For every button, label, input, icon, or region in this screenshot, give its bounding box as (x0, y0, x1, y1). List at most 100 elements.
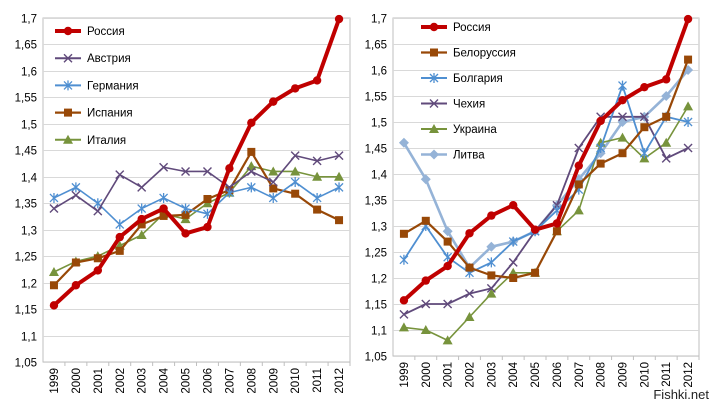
legend-label: Болгария (453, 73, 503, 85)
x-tick-label: 2000 (421, 362, 433, 388)
x-tick-label: 2007 (574, 362, 586, 388)
y-tick-label: 1,25 (15, 252, 37, 264)
y-tick-label: 1,4 (371, 170, 388, 182)
data-point (115, 219, 125, 230)
y-tick-label: 1,6 (21, 67, 37, 79)
data-point (49, 192, 59, 203)
data-point (617, 132, 628, 142)
watermark-text: Fishki.net (653, 387, 709, 402)
data-point (246, 161, 257, 171)
data-point (574, 161, 583, 170)
data-point (552, 219, 562, 228)
y-tick-label: 1,3 (21, 226, 37, 238)
data-point (487, 211, 496, 220)
data-point (313, 205, 322, 214)
x-tick-label: 2010 (639, 362, 651, 388)
data-point (290, 84, 300, 93)
y-tick-label: 1,55 (15, 93, 37, 105)
data-point (443, 261, 452, 271)
data-point (159, 162, 169, 172)
x-tick-label: 2003 (137, 368, 149, 394)
x-tick-label: 2006 (202, 368, 214, 394)
data-point (93, 254, 102, 263)
data-point (159, 211, 168, 220)
data-point (137, 220, 146, 229)
data-point (398, 322, 409, 332)
x-tick-label: 2000 (71, 368, 83, 394)
data-point (640, 82, 649, 92)
data-point (596, 159, 605, 168)
data-point (508, 236, 518, 247)
series-line (403, 115, 689, 316)
data-point (573, 205, 584, 215)
x-tick-label: 2001 (443, 362, 455, 388)
left-line-chart: 1,05 1,1 1,15 1,2 1,25 1,3 1,35 1,4 1,45 1,5 1,55 1… (15, 14, 351, 394)
y-tick-label: 1,2 (21, 279, 37, 291)
data-point (508, 257, 518, 267)
y-tick-label: 1,3 (371, 222, 387, 234)
data-point (531, 268, 540, 277)
data-point (661, 153, 671, 163)
y-tick-label: 1,5 (21, 120, 37, 132)
data-point (335, 216, 344, 225)
data-point (312, 156, 322, 166)
x-tick-label: 2011 (661, 362, 673, 387)
legend: Россия Австрия Германия Испания Италия (55, 26, 139, 147)
x-tick-label: 1999 (399, 362, 411, 388)
data-point (334, 182, 344, 193)
data-point (640, 123, 649, 132)
legend-marker (429, 99, 439, 108)
data-point (509, 274, 518, 282)
legend-marker (429, 73, 439, 83)
x-tick-label: 2007 (224, 368, 236, 394)
data-point (486, 241, 497, 252)
data-point (115, 246, 124, 255)
x-tick-label: 2010 (290, 368, 302, 394)
data-point (49, 204, 59, 214)
data-point (181, 229, 190, 238)
data-point (334, 14, 344, 24)
data-point (312, 76, 322, 85)
legend: Россия Белоруссия Болгария Чехия Украина Литв… (421, 22, 516, 162)
legend-label: Австрия (87, 53, 131, 65)
data-point (618, 95, 627, 105)
legend-label: Германия (87, 80, 139, 92)
data-point (203, 194, 212, 203)
data-point (683, 143, 693, 153)
data-point (399, 229, 408, 238)
data-point (268, 166, 279, 176)
right-line-chart: 1,05 1,1 1,15 1,2 1,25 1,3 1,35 1,4 1,45 1,5 1,55 1… (365, 14, 700, 388)
x-tick-label: 2006 (552, 362, 564, 388)
legend-marker (63, 26, 73, 36)
y-tick-label: 1,1 (371, 326, 387, 338)
data-point (443, 299, 453, 309)
data-point (49, 281, 58, 290)
plot-frame (392, 17, 700, 357)
x-tick-label: 1999 (49, 368, 61, 394)
series-line (53, 154, 340, 212)
y-tick-label: 1,65 (15, 40, 37, 52)
data-point (443, 237, 452, 246)
x-tick-label: 2011 (312, 368, 324, 393)
x-tick-label: 2005 (181, 368, 193, 394)
x-tick-label: 2001 (93, 368, 105, 394)
y-tick-label: 1,45 (365, 144, 387, 156)
y-tick-label: 1,5 (371, 118, 387, 130)
data-point (137, 182, 147, 192)
data-point (181, 203, 190, 214)
data-point (420, 325, 431, 334)
y-tick-label: 1,1 (21, 332, 37, 344)
data-point (268, 192, 278, 203)
x-tick-label: 2008 (246, 368, 258, 394)
data-point (312, 192, 322, 203)
data-point (269, 184, 278, 193)
data-point (224, 182, 234, 192)
data-point (290, 166, 301, 176)
legend-marker (63, 134, 73, 144)
data-point (618, 112, 627, 122)
legend-marker (429, 22, 439, 32)
series-line (401, 17, 691, 303)
y-tick-label: 1,35 (15, 199, 37, 211)
data-point (136, 229, 147, 239)
data-point (71, 182, 81, 193)
